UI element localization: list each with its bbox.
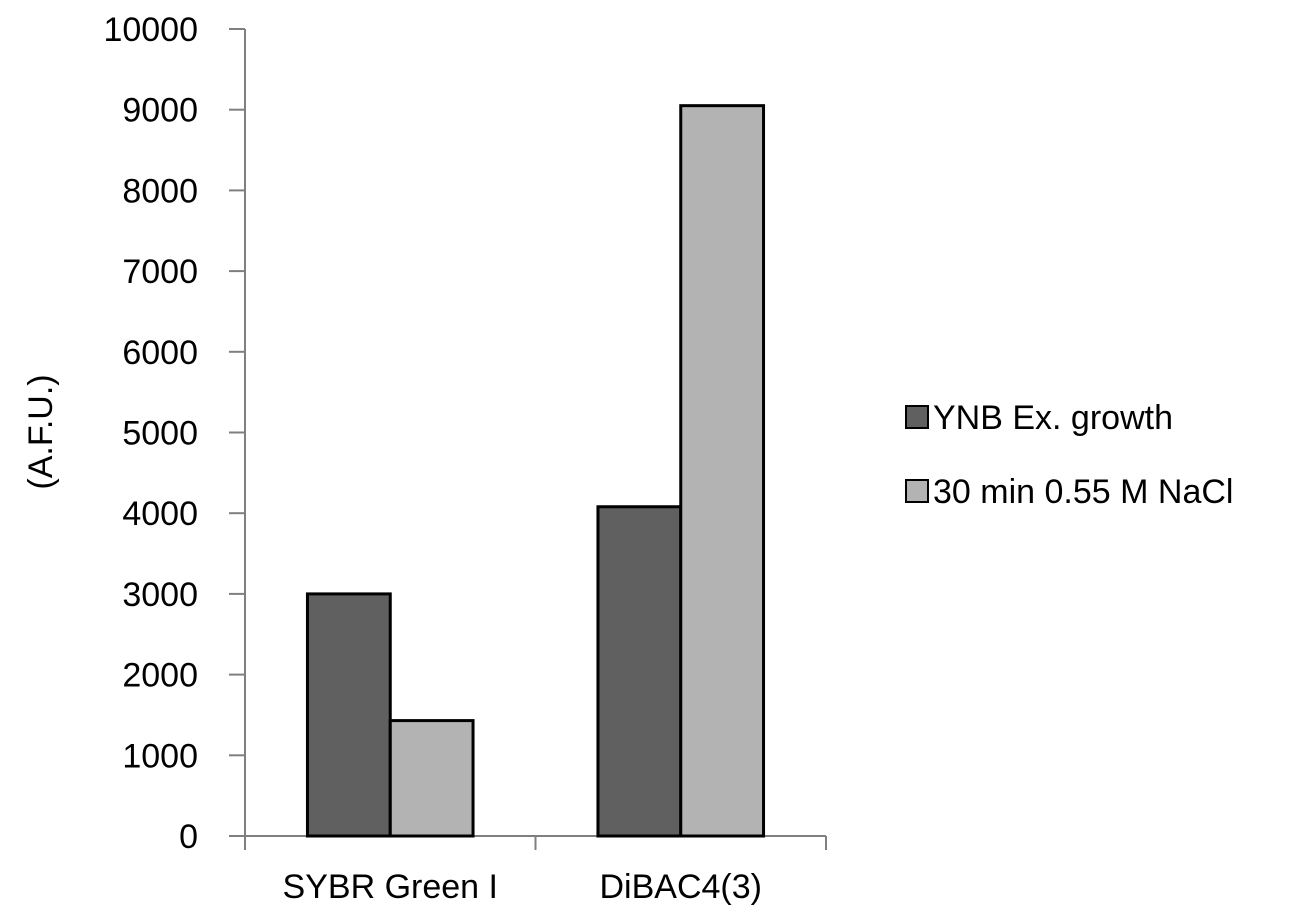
y-tick-label: 4000	[122, 495, 198, 533]
bar	[305, 592, 392, 838]
y-tick-label: 5000	[122, 415, 198, 453]
legend: YNB Ex. growth 30 min 0.55 M NaCl	[905, 399, 1233, 511]
y-tick-label: 3000	[122, 576, 198, 614]
legend-label: YNB Ex. growth	[933, 399, 1173, 437]
bar	[596, 505, 683, 838]
legend-swatch	[905, 405, 929, 429]
bars	[305, 104, 766, 838]
y-tick-label: 0	[179, 818, 198, 856]
y-tick-label: 2000	[122, 657, 198, 695]
y-tick-label: 8000	[122, 172, 198, 210]
y-tick-label: 7000	[122, 253, 198, 291]
bar	[388, 719, 475, 838]
x-axis: SYBR Green I DiBAC4(3)	[244, 835, 827, 906]
y-axis: 0 1000 2000 3000 4000 5000 6000 7000 8000 9000 100…	[103, 11, 246, 856]
x-category-label: DiBAC4(3)	[600, 868, 762, 906]
legend-label: 30 min 0.55 M NaCl	[933, 473, 1233, 511]
y-tick-label: 6000	[122, 334, 198, 372]
y-axis-title: (A.F.U.)	[22, 374, 60, 489]
x-category-label: SYBR Green I	[283, 868, 498, 906]
bar	[679, 104, 766, 838]
y-tick-label: 10000	[103, 11, 198, 49]
y-tick-label: 1000	[122, 737, 198, 775]
y-tick-label: 9000	[122, 92, 198, 130]
legend-swatch	[905, 479, 929, 503]
